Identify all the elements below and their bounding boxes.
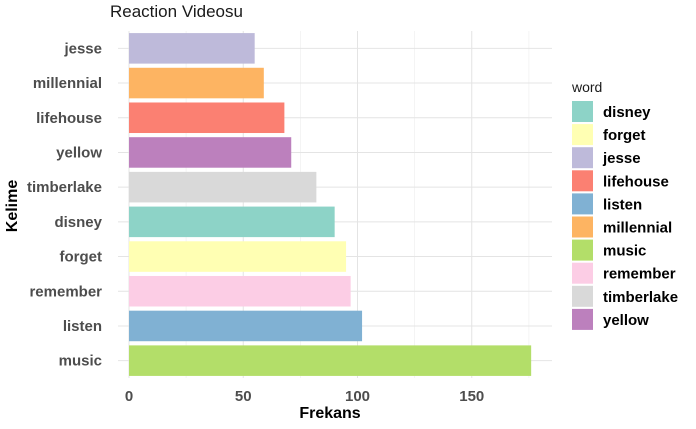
legend-label: timberlake xyxy=(603,289,678,306)
legend-label: listen xyxy=(603,196,642,213)
bar-yellow xyxy=(129,137,292,168)
legend-label: forget xyxy=(603,127,646,144)
x-tick-label: 150 xyxy=(459,388,484,405)
bar-disney xyxy=(129,206,335,238)
legend-label: remember xyxy=(603,266,676,283)
legend-swatch-forget xyxy=(572,124,593,146)
legend-swatch-remember xyxy=(572,262,593,284)
y-tick-labels: music listen remember forget disney timberlak… xyxy=(27,40,103,369)
legend-label: jesse xyxy=(602,150,641,167)
legend-swatch-millennial xyxy=(572,216,593,238)
y-tick-label: lifehouse xyxy=(36,110,102,127)
legend-label: disney xyxy=(603,104,651,121)
y-tick-label: yellow xyxy=(56,144,102,161)
legend-title: word xyxy=(571,79,602,95)
bar-listen xyxy=(129,310,363,342)
x-axis-title: Frekans xyxy=(299,405,360,422)
y-tick-label: forget xyxy=(60,249,103,266)
y-tick-label: timberlake xyxy=(27,179,102,196)
y-axis-title: Kelime xyxy=(4,180,21,233)
y-tick-label: remember xyxy=(29,283,102,300)
legend: word disney forget jesse lifehouse listen mil… xyxy=(571,79,678,330)
legend-label: lifehouse xyxy=(603,173,669,190)
bar-jesse xyxy=(129,33,255,64)
legend-swatch-music xyxy=(572,239,593,261)
y-tick-label: listen xyxy=(63,318,102,335)
bar-remember xyxy=(129,275,351,307)
legend-swatch-timberlake xyxy=(572,285,593,307)
legend-swatch-jesse xyxy=(572,147,593,169)
bar-forget xyxy=(129,241,347,272)
y-tick-label: millennial xyxy=(33,75,102,92)
bar-timberlake xyxy=(129,171,317,203)
bar-millennial xyxy=(129,67,264,99)
bar-lifehouse xyxy=(129,102,285,134)
x-tick-label: 100 xyxy=(345,388,370,405)
legend-label: millennial xyxy=(603,220,672,237)
legend-swatch-disney xyxy=(572,101,593,122)
x-tick-label: 50 xyxy=(235,388,252,405)
chart-title: Reaction Videosu xyxy=(110,2,243,21)
legend-label: yellow xyxy=(603,312,649,329)
legend-swatch-listen xyxy=(572,193,593,215)
legend-swatch-lifehouse xyxy=(572,170,593,192)
legend-label: music xyxy=(603,243,646,260)
y-tick-label: music xyxy=(59,353,102,370)
x-tick-label: 0 xyxy=(125,388,133,405)
y-tick-label: jesse xyxy=(63,40,102,57)
legend-swatch-yellow xyxy=(572,308,593,330)
bars xyxy=(129,33,532,376)
x-tick-labels: 0 50 100 150 xyxy=(125,388,484,405)
y-tick-label: disney xyxy=(54,214,102,231)
bar-music xyxy=(129,345,532,376)
